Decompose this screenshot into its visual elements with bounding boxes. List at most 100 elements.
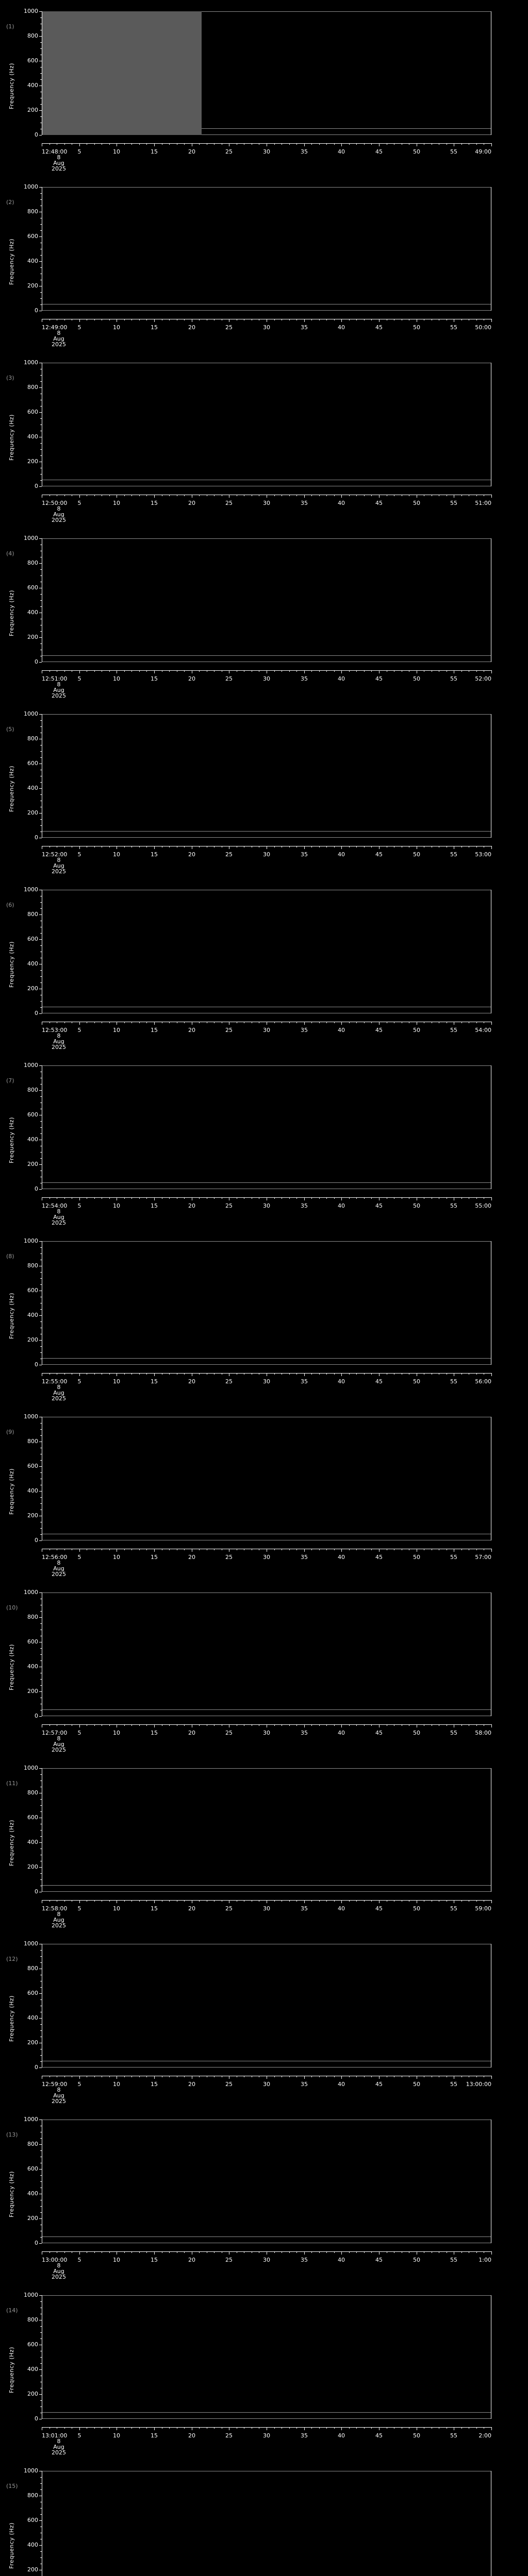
x-tick-mark: [319, 670, 320, 672]
x-tick-mark: [326, 1373, 327, 1375]
x-tick-mark: [319, 2251, 320, 2253]
x-tick-mark: [146, 2076, 147, 2077]
plot-area[interactable]: [42, 2295, 491, 2419]
x-tick-mark: [274, 1373, 275, 1375]
x-tick-mark: [476, 319, 477, 320]
date-line: 8: [57, 2438, 61, 2445]
plot-area[interactable]: [42, 1944, 491, 2067]
y-tick-label: 800: [27, 735, 38, 742]
x-tick-mark: [461, 2076, 462, 2077]
y-tick-mark: [39, 1491, 42, 1492]
x-tick-mark: [109, 495, 110, 496]
x-tick-mark: [296, 1197, 297, 1199]
x-tick-mark: [341, 2251, 342, 2255]
plot-area[interactable]: [42, 1065, 491, 1189]
x-tick-mark: [349, 2427, 350, 2429]
x-tick-mark: [356, 1900, 357, 1902]
panel-10: (10) Frequency (Hz) 1000 800 600 400 200 0 12:57…: [0, 1581, 528, 1757]
x-tick-mark: [146, 670, 147, 672]
y-tick-label: 1000: [24, 183, 38, 190]
x-tick-mark: [184, 1197, 185, 1199]
date-line: 8: [57, 1735, 61, 1742]
x-tick-mark: [319, 1549, 320, 1550]
x-tick-mark: [491, 1549, 492, 1552]
y-tick-label: 400: [27, 2014, 38, 2021]
x-tick-mark: [334, 1724, 335, 1726]
x-tick-mark: [139, 1724, 140, 1726]
x-tick-label: 50: [413, 1554, 420, 1561]
x-tick-label: 15: [151, 851, 158, 858]
y-minor-tick-mark: [40, 2175, 42, 2176]
x-tick-label: 12:48:00: [42, 148, 68, 155]
x-tick-mark: [311, 1724, 312, 1726]
date-annotation: 8 Aug 2025: [43, 2263, 74, 2280]
y-tick-label: 400: [27, 960, 38, 967]
plot-area[interactable]: [42, 1417, 491, 1540]
x-tick-label: 5: [77, 1554, 81, 1561]
x-tick-mark: [491, 2251, 492, 2255]
plot-area[interactable]: [42, 2471, 491, 2576]
x-tick-mark: [139, 143, 140, 145]
y-tick-label: 1000: [24, 1940, 38, 1947]
y-minor-tick-mark: [40, 1253, 42, 1254]
plot-area[interactable]: [42, 714, 491, 838]
x-tick-mark: [364, 1373, 365, 1375]
plot-inner-rule: [42, 831, 491, 832]
x-tick-mark: [131, 1900, 132, 1902]
y-minor-tick-mark: [40, 1611, 42, 1612]
x-tick-mark: [304, 1022, 305, 1025]
x-tick-label: 5: [77, 2081, 81, 2088]
x-tick-label: 12:51:00: [42, 675, 68, 682]
y-minor-tick-mark: [40, 1346, 42, 1347]
plot-area[interactable]: [42, 1768, 491, 1892]
plot-area[interactable]: [42, 11, 491, 135]
plot-area[interactable]: [42, 363, 491, 486]
y-tick-label: 400: [27, 609, 38, 616]
y-tick-label: 200: [27, 985, 38, 992]
panel-index-label: (11): [6, 1780, 18, 1787]
y-tick-label: 800: [27, 2492, 38, 2499]
y-minor-tick-mark: [40, 933, 42, 934]
x-tick-mark: [296, 1022, 297, 1023]
x-tick-label: 25: [225, 500, 233, 506]
x-tick-mark: [139, 1373, 140, 1375]
x-tick-mark: [64, 1900, 65, 1902]
x-tick-mark: [184, 1549, 185, 1550]
x-tick-mark: [154, 1373, 155, 1376]
y-minor-tick-mark: [40, 1534, 42, 1535]
panel-index-label: (12): [6, 1956, 18, 1962]
y-tick-label: 0: [35, 483, 38, 489]
x-tick-mark: [476, 2427, 477, 2429]
y-minor-tick-mark: [40, 2483, 42, 2484]
x-tick-mark: [334, 670, 335, 672]
x-tick-mark: [371, 143, 372, 145]
x-tick-label: 50: [413, 1730, 420, 1736]
plot-bottom-rule: [42, 134, 491, 135]
y-minor-tick-mark: [40, 116, 42, 117]
y-minor-tick-mark: [40, 1158, 42, 1159]
y-tick-mark: [39, 1540, 42, 1541]
y-tick-label: 400: [27, 433, 38, 440]
y-tick-label: 400: [27, 82, 38, 89]
x-tick-label: 20: [188, 2257, 195, 2263]
y-tick-label: 200: [27, 1336, 38, 1343]
x-tick-mark: [476, 495, 477, 496]
plot-area[interactable]: [42, 890, 491, 1013]
x-tick-mark: [169, 2427, 170, 2429]
plot-area[interactable]: [42, 538, 491, 662]
y-tick-label: 400: [27, 2366, 38, 2372]
x-tick-mark: [274, 1197, 275, 1199]
plot-area[interactable]: [42, 1592, 491, 1716]
x-tick-mark: [364, 1197, 365, 1199]
plot-area[interactable]: [42, 187, 491, 311]
y-tick-mark: [39, 1466, 42, 1467]
x-tick-label: 45: [375, 1202, 383, 1209]
y-minor-tick-mark: [40, 2212, 42, 2213]
plot-area[interactable]: [42, 2120, 491, 2243]
x-tick-mark: [319, 846, 320, 848]
y-minor-tick-mark: [40, 1962, 42, 1963]
plot-area[interactable]: [42, 1241, 491, 1365]
y-minor-tick-mark: [40, 2326, 42, 2327]
y-tick-label: 600: [27, 2341, 38, 2348]
x-tick-label: 10: [113, 148, 120, 155]
